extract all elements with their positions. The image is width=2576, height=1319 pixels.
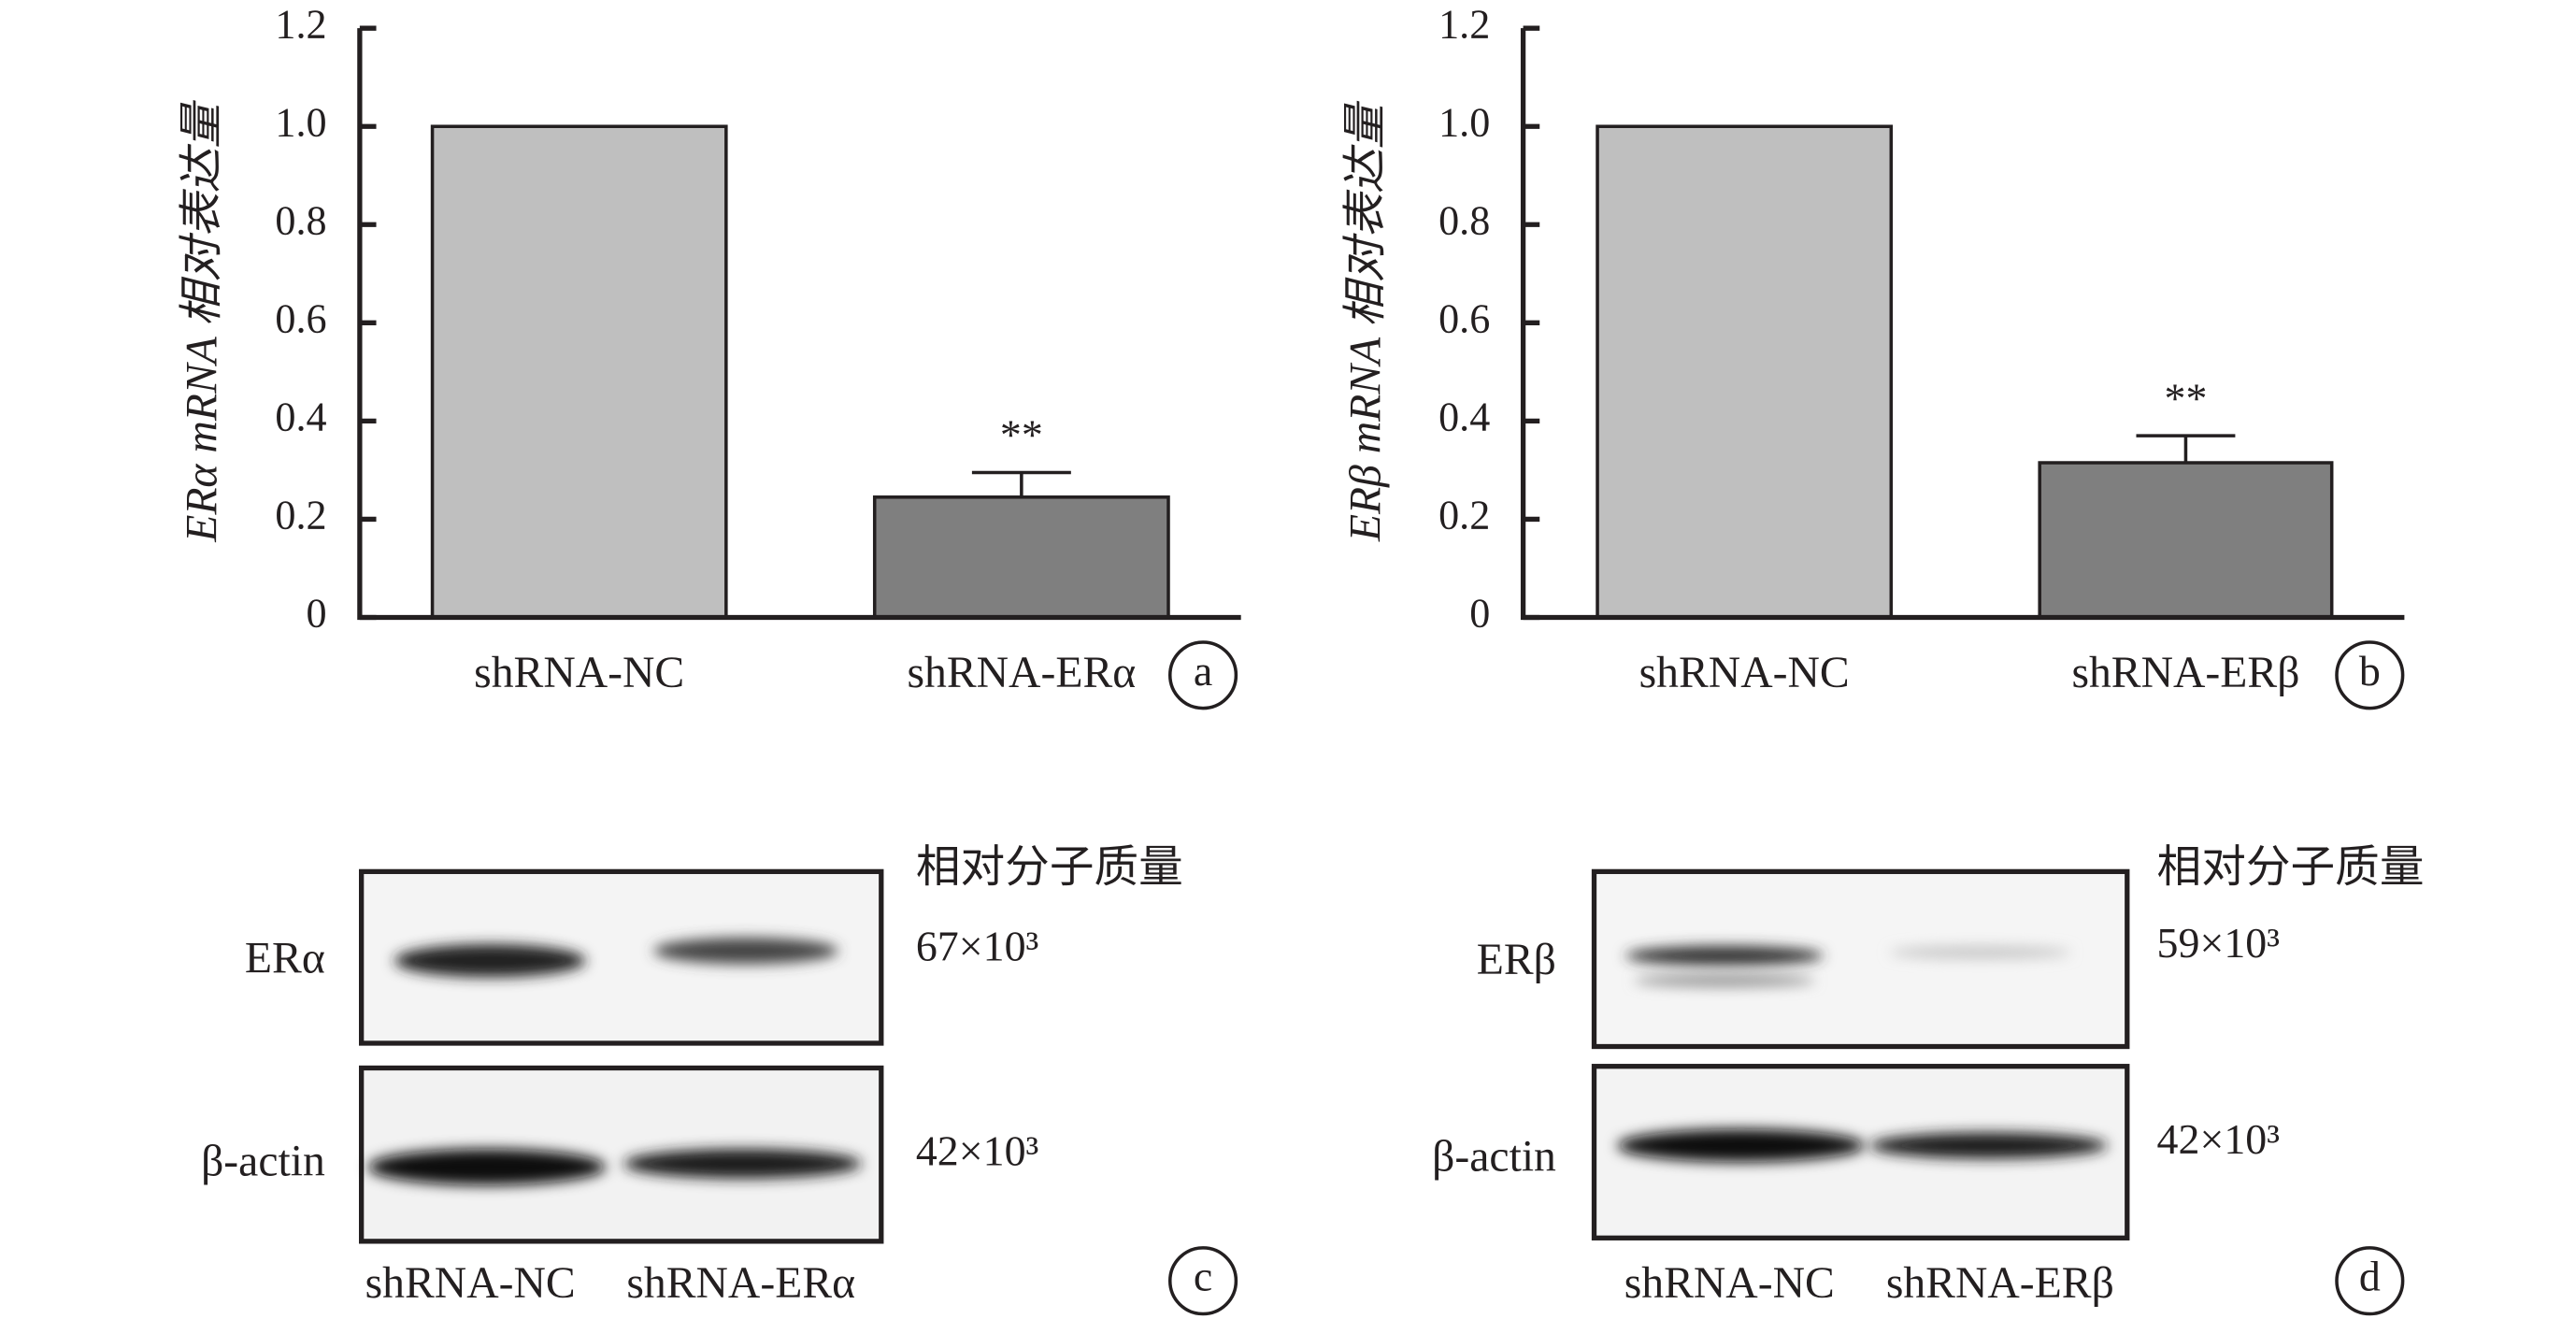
- significance: **: [2165, 374, 2208, 422]
- y-tick-label: 0.8: [275, 197, 326, 243]
- panel-label: c: [1194, 1253, 1212, 1300]
- y-tick-label: 0: [307, 591, 327, 637]
- panel-circle: [1167, 640, 1238, 710]
- bar: [2038, 461, 2334, 620]
- mass-label: 42×10³: [916, 1127, 1038, 1175]
- y-tick-label: 1.0: [275, 99, 326, 145]
- y-tick-label: 0.2: [1438, 493, 1490, 538]
- panel-label: b: [2359, 647, 2381, 695]
- mass-label: 59×10³: [2157, 919, 2280, 967]
- y-tick-label: 0.2: [275, 493, 326, 538]
- y-tick-label: 1.2: [1438, 1, 1490, 47]
- y-axis-label: ERβ mRNA 相对表达量: [1341, 100, 1390, 542]
- y-tick-label: 0: [1469, 591, 1490, 637]
- lane-label: shRNA-NC: [365, 1259, 576, 1308]
- blot-c: [359, 868, 884, 1244]
- mass-label: 67×10³: [916, 923, 1038, 970]
- panel-circle: [2335, 1246, 2405, 1316]
- protein-label: β-actin: [1432, 1132, 1556, 1181]
- x-tick-label: shRNA-ERβ: [2071, 649, 2299, 697]
- panel-circle: [1167, 1246, 1238, 1316]
- protein-label: ERα: [245, 934, 325, 982]
- protein-label: ERβ: [1477, 936, 1556, 984]
- x-tick-label: shRNA-ERα: [907, 649, 1136, 697]
- mass-header: 相对分子质量: [916, 843, 1183, 892]
- bar: [1596, 124, 1894, 620]
- mass-label: 42×10³: [2157, 1115, 2280, 1163]
- error-bar: [971, 470, 1071, 497]
- error-bar: [2136, 434, 2236, 464]
- y-tick-label: 0.4: [1438, 394, 1490, 440]
- bar: [430, 124, 728, 620]
- y-tick-label: 1.0: [1438, 99, 1490, 145]
- lane-label: shRNA-NC: [1624, 1259, 1835, 1308]
- lane-label: shRNA-ERβ: [1886, 1259, 2114, 1308]
- y-tick-label: 1.2: [275, 1, 326, 47]
- bar: [872, 495, 1170, 620]
- panel-label: a: [1194, 647, 1212, 695]
- mass-header: 相对分子质量: [2157, 843, 2425, 892]
- y-tick-label: 0.4: [275, 394, 326, 440]
- y-tick-label: 0.8: [1438, 197, 1490, 243]
- y-tick-label: 0.6: [275, 295, 326, 341]
- significance: **: [1000, 411, 1043, 459]
- axes: [1520, 28, 2405, 621]
- blot-d: [1591, 868, 2130, 1240]
- x-tick-label: shRNA-NC: [1639, 649, 1850, 697]
- y-axis-label: ERα mRNA 相对表达量: [179, 100, 227, 543]
- lane-label: shRNA-ERα: [626, 1259, 855, 1308]
- panel-circle: [2335, 640, 2405, 710]
- protein-label: β-actin: [201, 1138, 325, 1186]
- panel-label: d: [2359, 1253, 2381, 1300]
- axes: [357, 28, 1241, 621]
- x-tick-label: shRNA-NC: [474, 649, 684, 697]
- y-tick-label: 0.6: [1438, 295, 1490, 341]
